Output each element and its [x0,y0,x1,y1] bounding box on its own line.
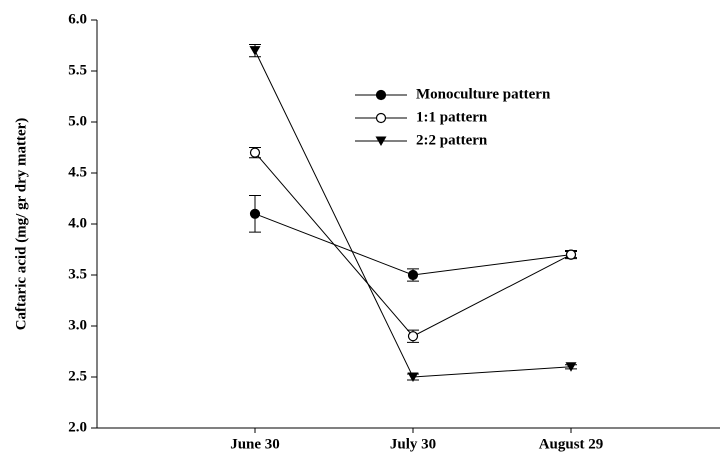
x-tick-label: July 30 [390,436,436,452]
series-line [254,213,572,276]
y-tick-label: 6.0 [68,11,87,27]
marker [249,208,261,219]
marker [407,269,419,281]
series-line [254,152,572,337]
y-axis-label: Caftaric acid (mg/ gr dry matter) [13,118,29,331]
y-tick-label: 5.5 [68,62,87,78]
legend-label: 1:1 pattern [416,109,488,125]
y-tick-label: 3.0 [68,317,87,333]
y-tick-label: 4.0 [68,215,87,231]
marker [375,89,387,101]
marker [407,372,419,382]
legend-label: 2:2 pattern [416,132,488,148]
marker [565,249,577,260]
y-tick-label: 3.5 [68,266,87,282]
marker [249,147,261,158]
legend-label: Monoculture pattern [416,86,551,102]
marker [375,112,387,124]
y-tick-label: 5.0 [68,113,87,129]
x-tick-label: August 29 [539,436,604,452]
marker [375,136,387,146]
y-tick-label: 2.5 [68,368,87,384]
marker [407,331,419,342]
marker [249,46,261,56]
y-tick-label: 4.5 [68,164,87,180]
marker [565,362,577,372]
x-tick-label: June 30 [230,436,280,452]
y-tick-label: 2.0 [68,419,87,435]
